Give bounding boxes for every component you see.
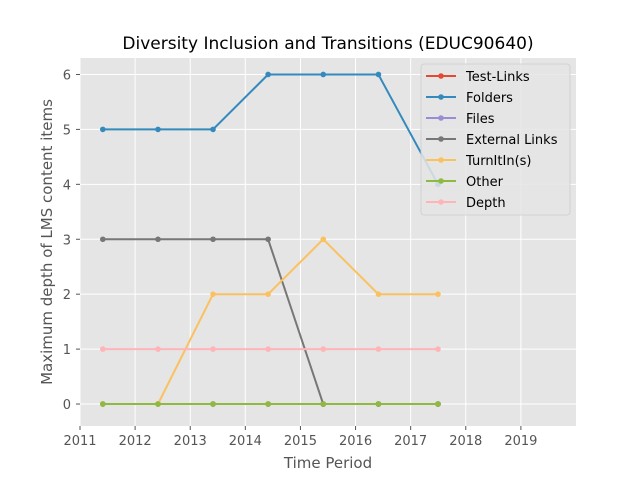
data-point-other (210, 401, 216, 407)
data-point-folders (155, 126, 161, 133)
legend-label: Folders (466, 91, 513, 106)
x-tick-label: 2012 (119, 434, 152, 449)
data-point-external-links (99, 236, 106, 243)
x-axis-label: Time Period (283, 454, 372, 472)
legend: Test-Links Folders Files External Links Turn… (420, 63, 571, 216)
data-point-other (265, 401, 271, 407)
legend-marker (438, 94, 444, 100)
x-tick-label: 2017 (394, 434, 427, 449)
data-point-turnitin-s (265, 291, 271, 297)
x-tick-label: 2015 (284, 434, 317, 449)
legend-marker (438, 178, 444, 184)
legend-label: TurnItIn(s) (465, 154, 531, 169)
data-point-folders (210, 126, 216, 133)
data-point-other (155, 401, 161, 407)
series-other (99, 401, 441, 407)
legend-label: Depth (466, 196, 506, 211)
legend-marker (438, 157, 444, 163)
x-tick-label: 2019 (504, 434, 537, 449)
x-tick-label: 2014 (229, 434, 262, 449)
data-point-turnitin-s (210, 291, 216, 297)
data-point-folders (99, 126, 106, 133)
data-point-external-links (155, 236, 161, 243)
legend-marker (438, 115, 444, 121)
x-tick-label: 2013 (174, 434, 207, 449)
data-point-turnitin-s (320, 236, 327, 243)
data-point-depth (155, 346, 161, 352)
data-point-depth (99, 346, 106, 352)
legend-label: Other (466, 175, 504, 190)
legend-label: External Links (466, 133, 558, 148)
series-depth (99, 346, 441, 352)
data-point-external-links (210, 236, 216, 243)
data-point-other (435, 401, 441, 407)
data-point-depth (435, 346, 441, 352)
legend-marker (438, 199, 444, 205)
data-point-folders (320, 71, 327, 78)
data-point-external-links (265, 236, 271, 243)
data-point-turnitin-s (375, 291, 382, 297)
data-point-folders (265, 71, 271, 78)
legend-marker (438, 73, 444, 79)
data-point-other (320, 401, 327, 407)
series-lines (99, 71, 441, 407)
chart-title: Diversity Inclusion and Transitions (EDU… (122, 34, 533, 54)
data-point-depth (320, 346, 327, 352)
y-tick-label: 1 (63, 343, 71, 358)
data-point-folders (375, 71, 382, 78)
x-tick-label: 2011 (63, 434, 96, 449)
x-axis-ticks: 2011 2012 2013 2014 2015 2016 2017 2018 2019 (63, 426, 537, 449)
y-tick-label: 4 (63, 178, 71, 193)
y-tick-label: 6 (63, 68, 71, 83)
legend-label: Files (466, 112, 495, 127)
y-axis-label: Maximum depth of LMS content items (38, 99, 56, 385)
data-point-depth (265, 346, 271, 352)
data-point-other (375, 401, 382, 407)
legend-box (420, 63, 571, 216)
legend-label: Test-Links (465, 70, 530, 85)
legend-marker (438, 136, 444, 142)
y-tick-label: 0 (63, 398, 71, 413)
data-point-depth (375, 346, 382, 352)
x-tick-label: 2018 (449, 434, 482, 449)
series-folders (99, 71, 441, 188)
y-tick-label: 5 (63, 123, 71, 138)
data-point-depth (210, 346, 216, 352)
y-tick-label: 2 (63, 288, 71, 303)
x-tick-label: 2016 (339, 434, 372, 449)
y-tick-label: 3 (63, 233, 71, 248)
data-point-turnitin-s (435, 291, 441, 297)
y-axis-ticks: 0 1 2 3 4 5 6 (63, 68, 80, 413)
data-point-other (99, 401, 106, 407)
